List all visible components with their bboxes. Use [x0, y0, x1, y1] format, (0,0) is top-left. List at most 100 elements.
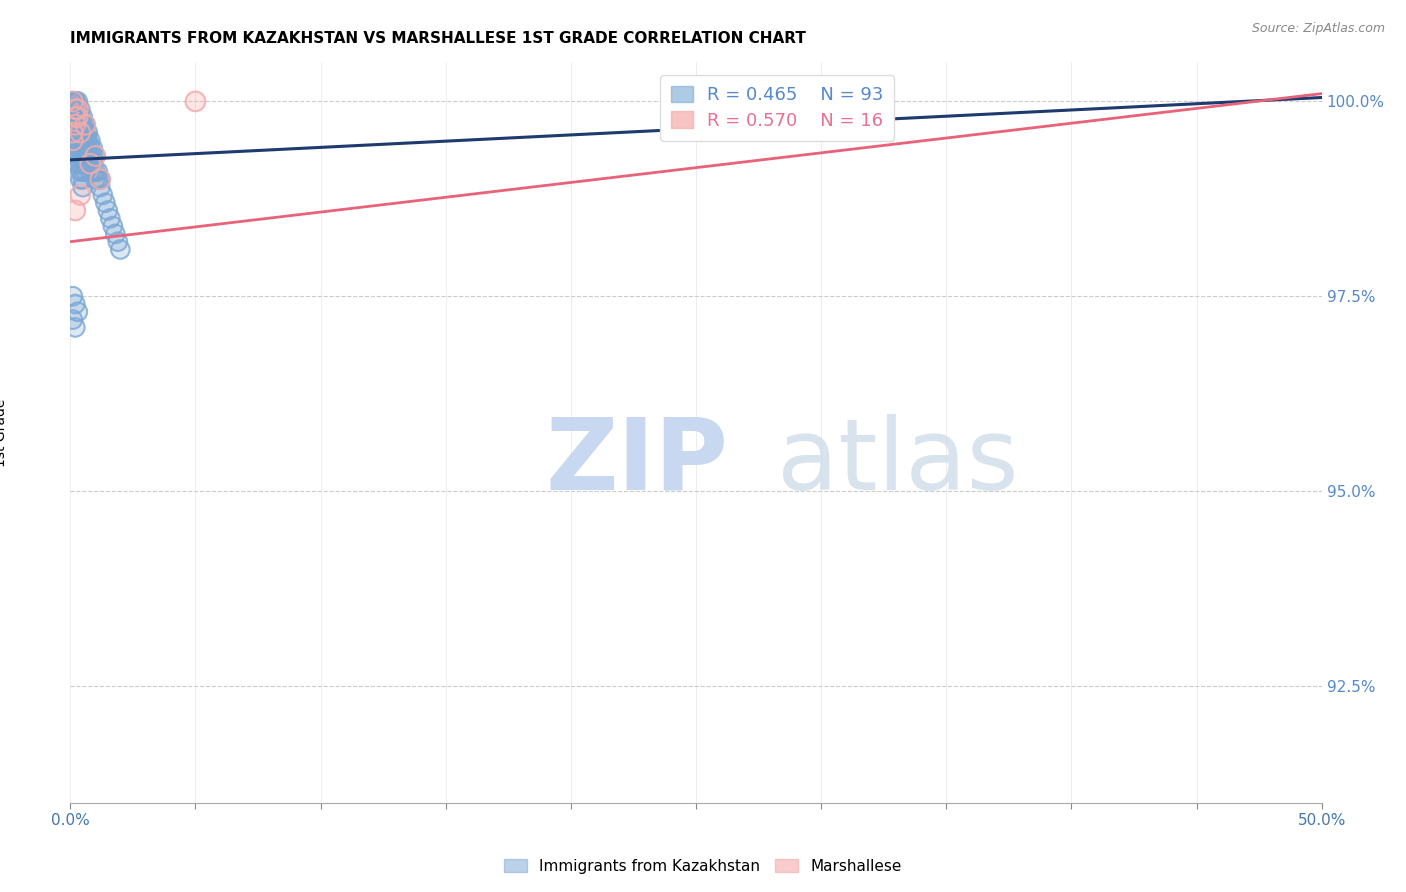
Point [98, 211, 121, 226]
Point [66, 133, 89, 147]
Point [66, 95, 89, 109]
Point [89, 172, 111, 186]
Point [62, 95, 84, 109]
Point [84, 149, 107, 163]
Point [65, 297, 87, 311]
Point [75, 164, 97, 178]
Point [65, 203, 87, 218]
Point [62, 95, 84, 109]
Point [66, 118, 89, 132]
Point [66, 102, 89, 116]
Point [62, 102, 84, 116]
Point [79, 157, 101, 171]
Point [79, 133, 101, 147]
Point [66, 157, 89, 171]
Point [62, 289, 84, 303]
Point [76, 133, 98, 147]
Point [72, 164, 94, 178]
Point [69, 126, 91, 140]
Point [75, 118, 97, 132]
Point [69, 157, 91, 171]
Point [65, 133, 87, 147]
Point [69, 126, 91, 140]
Point [66, 126, 89, 140]
Point [65, 110, 87, 124]
Point [62, 110, 84, 124]
Point [65, 126, 87, 140]
Point [101, 219, 124, 233]
Point [69, 172, 91, 186]
Point [65, 95, 87, 109]
Point [69, 164, 91, 178]
Point [62, 102, 84, 116]
Point [84, 172, 107, 186]
Point [82, 164, 104, 178]
Point [79, 164, 101, 178]
Point [65, 118, 87, 132]
Point [79, 149, 101, 163]
Point [82, 149, 104, 163]
Point [69, 188, 91, 202]
Point [107, 235, 129, 249]
Point [69, 141, 91, 155]
Point [75, 141, 97, 155]
Point [84, 164, 107, 178]
Point [107, 235, 129, 249]
Point [75, 149, 97, 163]
Point [87, 172, 110, 186]
Point [62, 95, 84, 109]
Point [62, 289, 84, 303]
Point [69, 126, 91, 140]
Point [66, 133, 89, 147]
Point [184, 95, 207, 109]
Point [65, 320, 87, 334]
Point [75, 126, 97, 140]
Point [66, 102, 89, 116]
Point [98, 211, 121, 226]
Point [84, 149, 107, 163]
Point [110, 243, 132, 257]
Point [104, 227, 127, 241]
Point [69, 149, 91, 163]
Point [79, 133, 101, 147]
Point [84, 164, 107, 178]
Point [75, 164, 97, 178]
Point [72, 172, 94, 186]
Point [62, 126, 84, 140]
Point [72, 126, 94, 140]
Point [66, 110, 89, 124]
Point [66, 118, 89, 132]
Point [69, 141, 91, 155]
Point [76, 157, 98, 171]
Point [66, 118, 89, 132]
Text: atlas: atlas [778, 414, 1019, 511]
Point [69, 126, 91, 140]
Y-axis label: 1st Grade: 1st Grade [0, 399, 8, 467]
Point [69, 118, 91, 132]
Point [66, 126, 89, 140]
Point [62, 133, 84, 147]
Point [62, 95, 84, 109]
Point [66, 110, 89, 124]
Point [89, 172, 111, 186]
Point [65, 110, 87, 124]
Point [72, 157, 94, 171]
Point [62, 95, 84, 109]
Point [76, 141, 98, 155]
Point [76, 133, 98, 147]
Point [184, 95, 207, 109]
Point [65, 118, 87, 132]
Point [79, 141, 101, 155]
Point [62, 95, 84, 109]
Point [75, 141, 97, 155]
Point [62, 95, 84, 109]
Point [66, 95, 89, 109]
Point [72, 180, 94, 194]
Point [72, 126, 94, 140]
Point [69, 126, 91, 140]
Point [62, 95, 84, 109]
Point [69, 172, 91, 186]
Text: Source: ZipAtlas.com: Source: ZipAtlas.com [1251, 22, 1385, 36]
Point [72, 164, 94, 178]
Point [89, 180, 111, 194]
